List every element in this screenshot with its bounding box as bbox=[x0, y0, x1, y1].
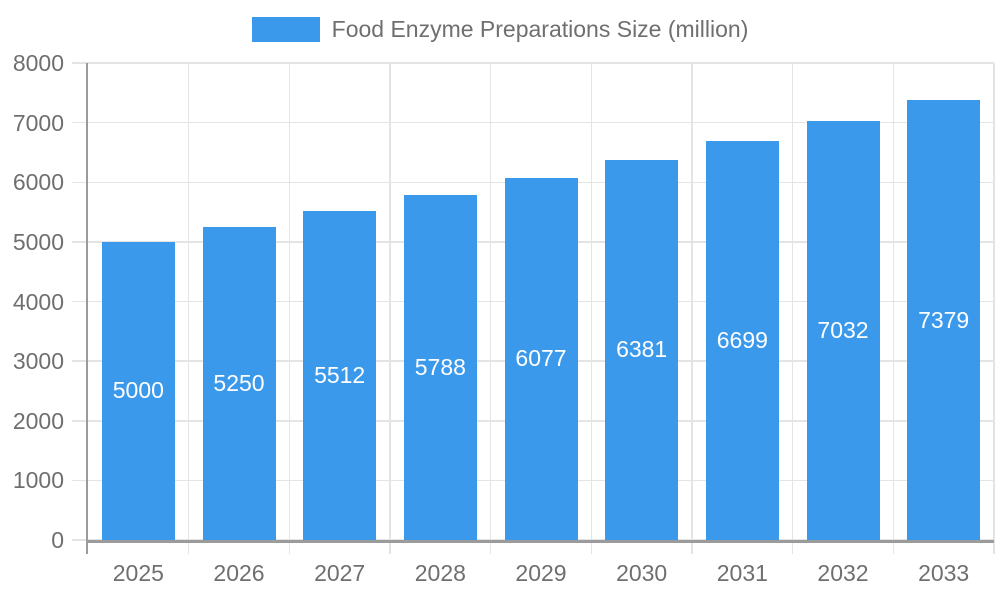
plot-area: 5000 5250 5512 5788 6077 6381 6699 7032 7379 bbox=[88, 63, 994, 540]
v-gridline bbox=[791, 63, 794, 554]
bar[interactable]: 6699 bbox=[705, 140, 779, 540]
v-gridline bbox=[691, 63, 693, 554]
x-tick-label: 2030 bbox=[616, 560, 668, 586]
y-tick-label: 3000 bbox=[12, 348, 64, 375]
y-tick-label: 0 bbox=[51, 527, 64, 553]
bar-value-label: 7032 bbox=[817, 316, 869, 343]
x-tick-label: 2025 bbox=[112, 560, 164, 586]
bar-value-label: 6699 bbox=[716, 326, 768, 353]
x-tick-label: 2033 bbox=[918, 560, 970, 586]
x-tick-label: 2032 bbox=[817, 560, 869, 586]
bar-value-label: 6077 bbox=[515, 345, 567, 372]
legend-item[interactable]: Food Enzyme Preparations Size (million) bbox=[251, 16, 749, 43]
y-tick-label: 8000 bbox=[12, 50, 64, 76]
x-axis-line bbox=[86, 540, 994, 543]
bar[interactable]: 7032 bbox=[806, 120, 880, 540]
y-tick-label: 6000 bbox=[12, 169, 64, 196]
y-tick-label: 2000 bbox=[12, 407, 64, 434]
v-gridline bbox=[590, 63, 593, 554]
bar[interactable]: 5250 bbox=[202, 226, 276, 540]
bar-value-label: 5788 bbox=[414, 353, 466, 380]
v-gridline bbox=[187, 63, 190, 554]
bar[interactable]: 5000 bbox=[101, 241, 175, 540]
bar[interactable]: 5512 bbox=[303, 211, 377, 540]
y-tick-label: 7000 bbox=[12, 109, 64, 136]
legend-label: Food Enzyme Preparations Size (million) bbox=[331, 16, 749, 42]
bar-value-label: 7379 bbox=[918, 306, 970, 333]
x-tick-label: 2028 bbox=[414, 560, 466, 586]
v-gridline bbox=[389, 63, 391, 554]
bar-value-label: 5000 bbox=[112, 377, 164, 404]
v-gridline bbox=[489, 63, 492, 554]
y-tick-label: 4000 bbox=[12, 288, 64, 315]
h-gridline bbox=[72, 62, 994, 64]
bar[interactable]: 5788 bbox=[403, 194, 477, 540]
v-gridline bbox=[993, 63, 995, 554]
y-tick-label: 1000 bbox=[12, 467, 64, 494]
x-tick-label: 2026 bbox=[213, 560, 265, 586]
bar-value-label: 6381 bbox=[616, 336, 668, 363]
legend-swatch-icon bbox=[251, 17, 320, 42]
h-gridline bbox=[72, 121, 994, 124]
bar[interactable]: 7379 bbox=[907, 100, 981, 540]
bar[interactable]: 6381 bbox=[605, 159, 679, 540]
v-gridline bbox=[288, 63, 291, 554]
x-tick-label: 2029 bbox=[515, 560, 567, 586]
x-tick-label: 2027 bbox=[314, 560, 366, 586]
bar-value-label: 5250 bbox=[213, 369, 265, 396]
x-tick-label: 2031 bbox=[716, 560, 768, 586]
bar[interactable]: 6077 bbox=[504, 177, 578, 540]
bar-value-label: 5512 bbox=[314, 362, 366, 389]
y-axis-line bbox=[86, 63, 88, 554]
v-gridline bbox=[892, 63, 895, 554]
legend: Food Enzyme Preparations Size (million) bbox=[0, 16, 1000, 43]
y-tick-label: 5000 bbox=[12, 228, 64, 255]
